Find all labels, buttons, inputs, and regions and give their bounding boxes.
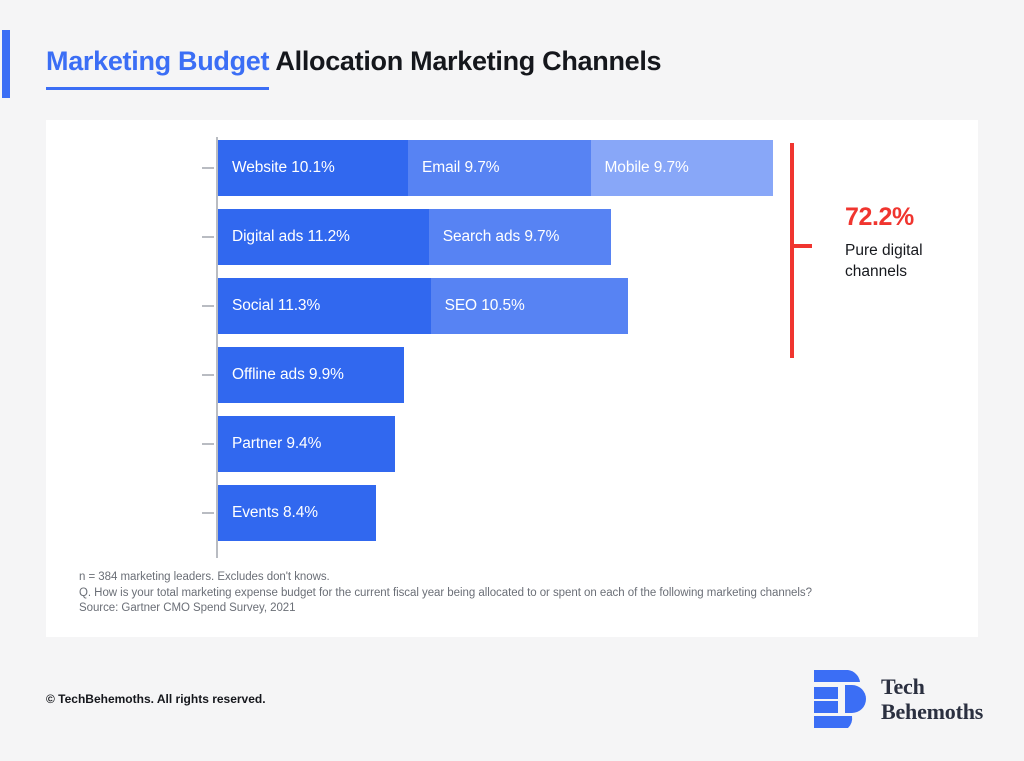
annotation-label: Pure digital channels <box>845 242 923 280</box>
bar-segment[interactable]: Email 9.7% <box>408 140 591 196</box>
bar-segment[interactable]: Website 10.1% <box>218 140 409 196</box>
stacked-bar[interactable]: Events 8.4% <box>218 485 377 541</box>
annotation-bracket-tick <box>790 244 812 248</box>
page-title-rest: Allocation Marketing Channels <box>269 46 662 76</box>
chart-y-axis <box>216 137 218 558</box>
bar-segment[interactable]: Offline ads 9.9% <box>218 347 405 403</box>
footnote-source: Source: Gartner CMO Spend Survey, 2021 <box>79 602 296 614</box>
brand-word-line1: Tech <box>881 674 925 699</box>
bar-segment[interactable]: Search ads 9.7% <box>428 209 612 265</box>
bar-segment[interactable]: Mobile 9.7% <box>590 140 773 196</box>
bar-segment[interactable]: Digital ads 11.2% <box>218 209 429 265</box>
stacked-bar[interactable]: Website 10.1% Email 9.7% Mobile 9.7% <box>218 140 773 196</box>
stacked-bar[interactable]: Social 11.3% SEO 10.5% <box>218 278 629 334</box>
bar-segment[interactable]: Partner 9.4% <box>218 416 395 472</box>
copyright-text: © TechBehemoths. All rights reserved. <box>46 692 266 706</box>
stacked-bar[interactable]: Digital ads 11.2% Search ads 9.7% <box>218 209 612 265</box>
left-accent-bar <box>2 30 10 98</box>
axis-tick <box>202 512 214 514</box>
stacked-bar[interactable]: Partner 9.4% <box>218 416 395 472</box>
bar-segment[interactable]: SEO 10.5% <box>430 278 629 334</box>
stacked-bar[interactable]: Offline ads 9.9% <box>218 347 405 403</box>
bar-chart: Owned digitalWebsite 10.1%Email 9.7%Mobi… <box>46 120 978 560</box>
bar-segment[interactable]: Social 11.3% <box>218 278 431 334</box>
axis-tick <box>202 236 214 238</box>
axis-tick <box>202 443 214 445</box>
brand-wordmark: Tech Behemoths <box>881 674 983 724</box>
footnote-question: Q. How is your total marketing expense b… <box>79 586 812 599</box>
annotation-bracket-vertical <box>790 143 794 358</box>
footnote-sample-size: n = 384 marketing leaders. Excludes don'… <box>79 571 330 583</box>
axis-tick <box>202 374 214 376</box>
page-title-highlight: Marketing Budget <box>46 46 270 90</box>
annotation-value: 72.2% <box>845 203 914 231</box>
chart-card: Owned digitalWebsite 10.1%Email 9.7%Mobi… <box>46 120 978 637</box>
brand-logo: Tech Behemoths <box>812 668 983 730</box>
page-title: Marketing Budget Allocation Marketing Ch… <box>46 46 662 90</box>
chart-footnotes: n = 384 marketing leaders. Excludes don'… <box>79 570 812 617</box>
axis-tick <box>202 305 214 307</box>
bar-segment[interactable]: Events 8.4% <box>218 485 377 541</box>
techbehemoths-b-icon <box>814 670 866 728</box>
brand-word-line2: Behemoths <box>881 699 984 724</box>
axis-tick <box>202 167 214 169</box>
